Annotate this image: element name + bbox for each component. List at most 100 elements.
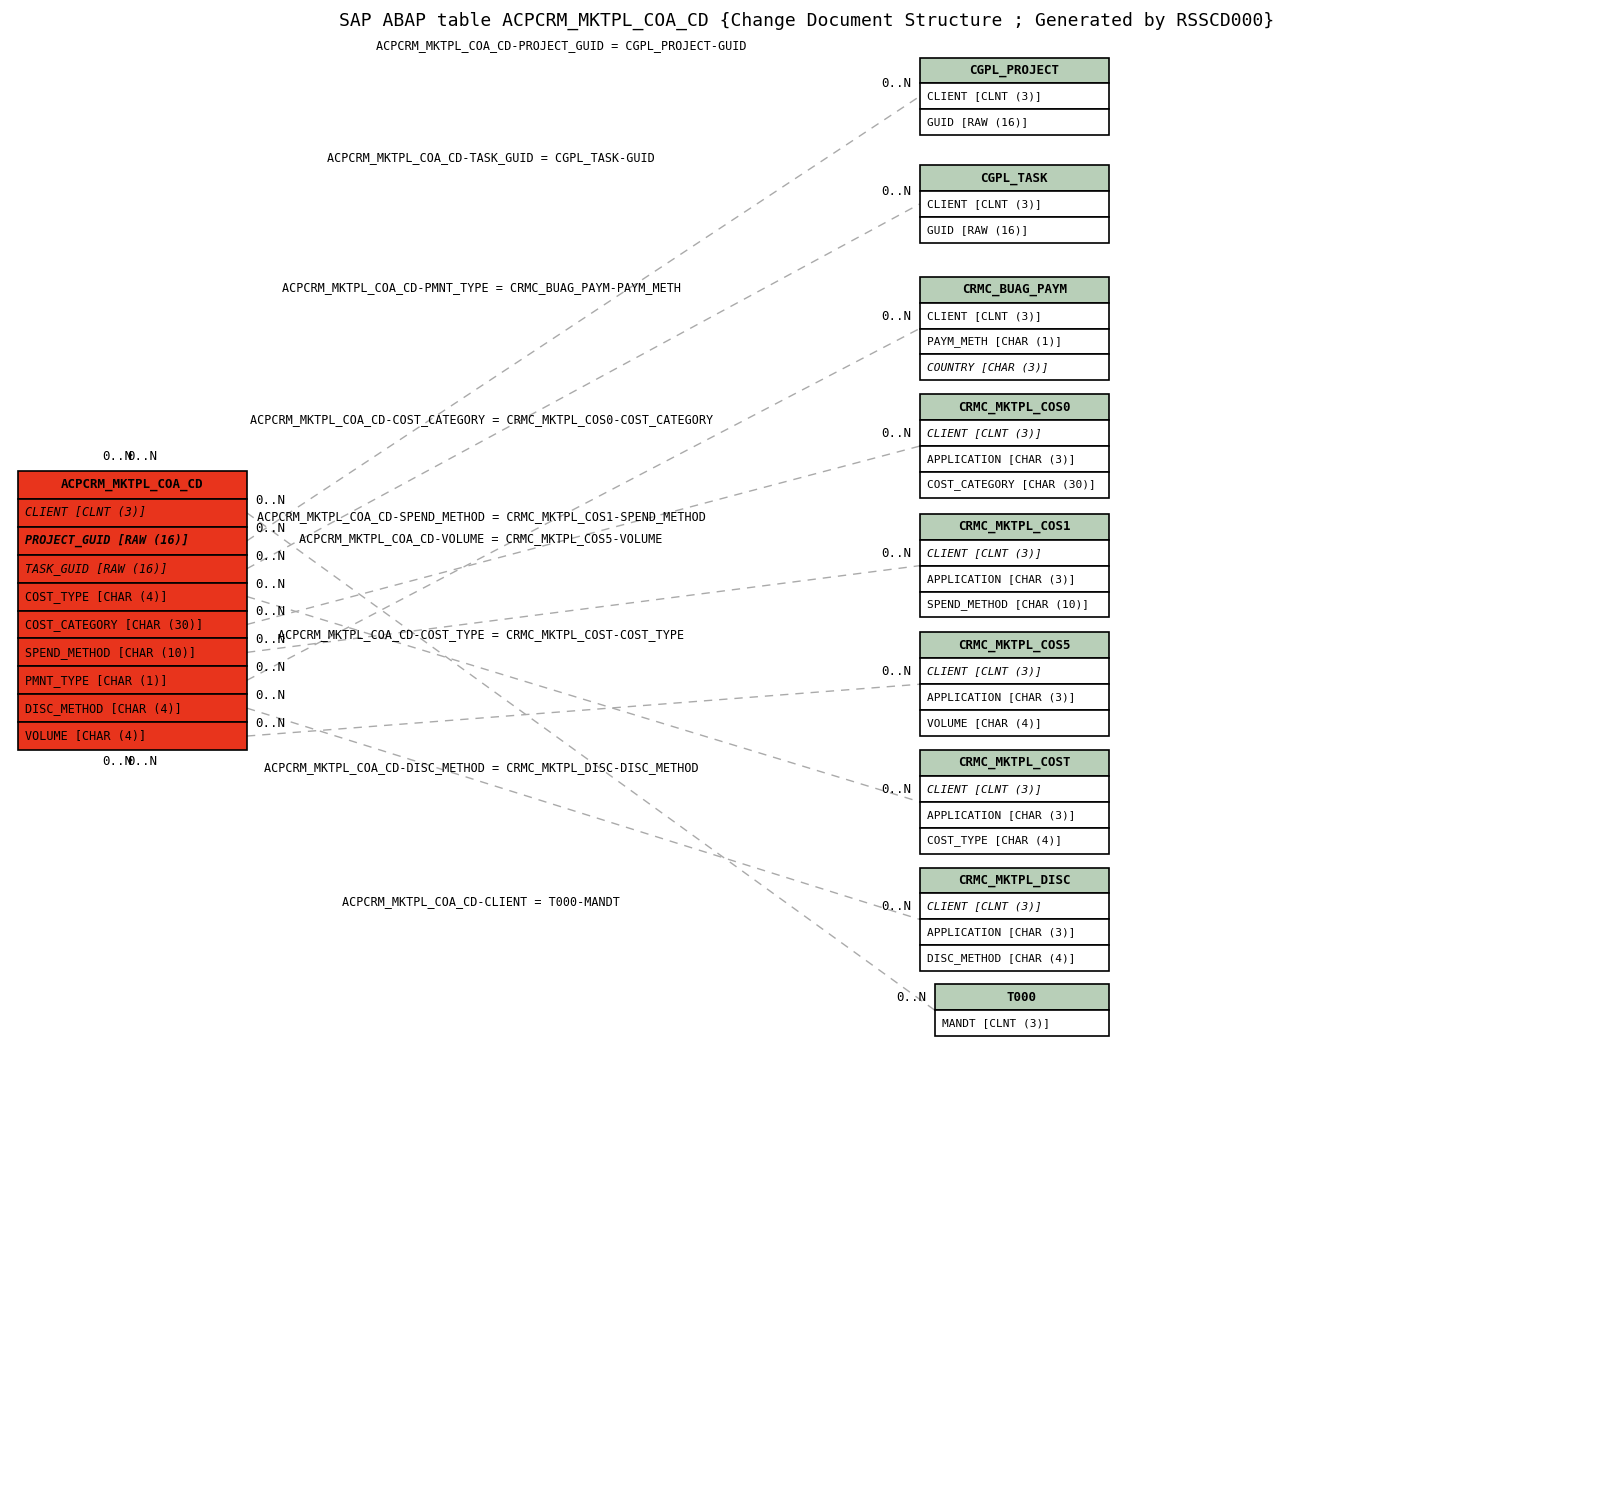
- Bar: [18, 638, 247, 666]
- Text: APPLICATION [CHAR (3)]: APPLICATION [CHAR (3)]: [926, 692, 1076, 702]
- Bar: [919, 750, 1110, 775]
- Bar: [919, 355, 1110, 380]
- Text: CRMC_MKTPL_DISC: CRMC_MKTPL_DISC: [958, 874, 1071, 888]
- Text: CLIENT [CLNT (3)]: CLIENT [CLNT (3)]: [926, 784, 1042, 793]
- Text: 0..N: 0..N: [255, 522, 286, 534]
- Text: CRMC_MKTPL_COS5: CRMC_MKTPL_COS5: [958, 639, 1071, 651]
- Text: 0..N: 0..N: [103, 451, 132, 463]
- Text: ACPCRM_MKTPL_COA_CD-DISC_METHOD = CRMC_MKTPL_DISC-DISC_METHOD: ACPCRM_MKTPL_COA_CD-DISC_METHOD = CRMC_M…: [265, 762, 698, 774]
- Text: VOLUME [CHAR (4)]: VOLUME [CHAR (4)]: [24, 729, 145, 743]
- Text: 0..N: 0..N: [255, 578, 286, 591]
- Bar: [919, 945, 1110, 972]
- Bar: [919, 394, 1110, 421]
- Text: SPEND_METHOD [CHAR (10)]: SPEND_METHOD [CHAR (10)]: [24, 645, 195, 659]
- Text: CLIENT [CLNT (3)]: CLIENT [CLNT (3)]: [24, 506, 145, 519]
- Text: 0..N: 0..N: [882, 900, 911, 913]
- Text: GUID [RAW (16)]: GUID [RAW (16)]: [926, 225, 1027, 235]
- Text: DISC_METHOD [CHAR (4)]: DISC_METHOD [CHAR (4)]: [926, 952, 1076, 964]
- Bar: [919, 446, 1110, 472]
- Text: COST_TYPE [CHAR (4)]: COST_TYPE [CHAR (4)]: [24, 590, 168, 603]
- Text: 0..N: 0..N: [127, 754, 158, 768]
- Text: 0..N: 0..N: [882, 310, 911, 322]
- Text: CLIENT [CLNT (3)]: CLIENT [CLNT (3)]: [926, 91, 1042, 102]
- Text: 0..N: 0..N: [255, 549, 286, 563]
- Bar: [18, 722, 247, 750]
- Bar: [919, 328, 1110, 355]
- Text: ACPCRM_MKTPL_COA_CD-TASK_GUID = CGPL_TASK-GUID: ACPCRM_MKTPL_COA_CD-TASK_GUID = CGPL_TAS…: [327, 151, 655, 163]
- Bar: [919, 828, 1110, 853]
- Bar: [919, 894, 1110, 919]
- Text: CLIENT [CLNT (3)]: CLIENT [CLNT (3)]: [926, 548, 1042, 558]
- Text: 0..N: 0..N: [882, 546, 911, 560]
- Bar: [919, 540, 1110, 566]
- Bar: [919, 919, 1110, 945]
- Text: APPLICATION [CHAR (3)]: APPLICATION [CHAR (3)]: [926, 810, 1076, 820]
- Bar: [919, 165, 1110, 192]
- Bar: [919, 513, 1110, 540]
- Bar: [919, 302, 1110, 328]
- Text: CLIENT [CLNT (3)]: CLIENT [CLNT (3)]: [926, 199, 1042, 210]
- Text: CRMC_MKTPL_COS1: CRMC_MKTPL_COS1: [958, 521, 1071, 533]
- Text: 0..N: 0..N: [255, 494, 286, 507]
- Bar: [18, 555, 247, 582]
- Bar: [919, 684, 1110, 710]
- Bar: [919, 868, 1110, 894]
- Bar: [919, 775, 1110, 802]
- Text: GUID [RAW (16)]: GUID [RAW (16)]: [926, 117, 1027, 127]
- Text: PMNT_TYPE [CHAR (1)]: PMNT_TYPE [CHAR (1)]: [24, 674, 168, 687]
- Bar: [934, 984, 1110, 1010]
- Bar: [18, 666, 247, 695]
- Text: SPEND_METHOD [CHAR (10)]: SPEND_METHOD [CHAR (10)]: [926, 599, 1089, 609]
- Text: CRMC_BUAG_PAYM: CRMC_BUAG_PAYM: [961, 283, 1066, 296]
- Bar: [18, 695, 247, 722]
- Text: T000: T000: [1007, 991, 1037, 1003]
- Text: 0..N: 0..N: [255, 717, 286, 731]
- Text: CLIENT [CLNT (3)]: CLIENT [CLNT (3)]: [926, 428, 1042, 439]
- Text: PROJECT_GUID [RAW (16)]: PROJECT_GUID [RAW (16)]: [24, 534, 189, 548]
- Text: MANDT [CLNT (3)]: MANDT [CLNT (3)]: [942, 1018, 1050, 1028]
- Text: APPLICATION [CHAR (3)]: APPLICATION [CHAR (3)]: [926, 454, 1076, 464]
- Text: COST_CATEGORY [CHAR (30)]: COST_CATEGORY [CHAR (30)]: [926, 479, 1095, 491]
- Bar: [919, 109, 1110, 135]
- Bar: [18, 499, 247, 527]
- Text: 0..N: 0..N: [882, 427, 911, 440]
- Text: ACPCRM_MKTPL_COA_CD: ACPCRM_MKTPL_COA_CD: [61, 479, 203, 491]
- Text: ACPCRM_MKTPL_COA_CD-PMNT_TYPE = CRMC_BUAG_PAYM-PAYM_METH: ACPCRM_MKTPL_COA_CD-PMNT_TYPE = CRMC_BUA…: [282, 281, 681, 295]
- Text: VOLUME [CHAR (4)]: VOLUME [CHAR (4)]: [926, 719, 1042, 728]
- Bar: [919, 277, 1110, 302]
- Text: CRMC_MKTPL_COST: CRMC_MKTPL_COST: [958, 756, 1071, 769]
- Text: 0..N: 0..N: [882, 783, 911, 796]
- Text: PAYM_METH [CHAR (1)]: PAYM_METH [CHAR (1)]: [926, 335, 1061, 347]
- Bar: [18, 472, 247, 499]
- Text: 0..N: 0..N: [255, 689, 286, 702]
- Bar: [919, 472, 1110, 499]
- Bar: [919, 84, 1110, 109]
- Text: TASK_GUID [RAW (16)]: TASK_GUID [RAW (16)]: [24, 563, 168, 575]
- Text: APPLICATION [CHAR (3)]: APPLICATION [CHAR (3)]: [926, 927, 1076, 937]
- Text: COST_TYPE [CHAR (4)]: COST_TYPE [CHAR (4)]: [926, 835, 1061, 846]
- Bar: [919, 802, 1110, 828]
- Bar: [919, 57, 1110, 84]
- Text: 0..N: 0..N: [897, 991, 926, 1004]
- Text: CLIENT [CLNT (3)]: CLIENT [CLNT (3)]: [926, 310, 1042, 320]
- Text: 0..N: 0..N: [882, 665, 911, 678]
- Text: CGPL_TASK: CGPL_TASK: [981, 172, 1048, 184]
- Text: ACPCRM_MKTPL_COA_CD-SPEND_METHOD = CRMC_MKTPL_COS1-SPEND_METHOD: ACPCRM_MKTPL_COA_CD-SPEND_METHOD = CRMC_…: [256, 510, 705, 524]
- Text: 0..N: 0..N: [255, 662, 286, 674]
- Text: 0..N: 0..N: [882, 78, 911, 90]
- Bar: [919, 421, 1110, 446]
- Bar: [934, 1010, 1110, 1036]
- Text: CLIENT [CLNT (3)]: CLIENT [CLNT (3)]: [926, 666, 1042, 677]
- Text: 0..N: 0..N: [103, 754, 132, 768]
- Text: CLIENT [CLNT (3)]: CLIENT [CLNT (3)]: [926, 901, 1042, 912]
- Text: ACPCRM_MKTPL_COA_CD-CLIENT = T000-MANDT: ACPCRM_MKTPL_COA_CD-CLIENT = T000-MANDT: [342, 895, 619, 907]
- Bar: [919, 192, 1110, 217]
- Bar: [919, 632, 1110, 659]
- Bar: [919, 659, 1110, 684]
- Bar: [18, 582, 247, 611]
- Text: ACPCRM_MKTPL_COA_CD-COST_TYPE = CRMC_MKTPL_COST-COST_TYPE: ACPCRM_MKTPL_COA_CD-COST_TYPE = CRMC_MKT…: [277, 627, 684, 641]
- Bar: [919, 591, 1110, 617]
- Text: ACPCRM_MKTPL_COA_CD-PROJECT_GUID = CGPL_PROJECT-GUID: ACPCRM_MKTPL_COA_CD-PROJECT_GUID = CGPL_…: [376, 39, 747, 52]
- Text: SAP ABAP table ACPCRM_MKTPL_COA_CD {Change Document Structure ; Generated by RSS: SAP ABAP table ACPCRM_MKTPL_COA_CD {Chan…: [339, 12, 1274, 30]
- Text: 0..N: 0..N: [255, 605, 286, 618]
